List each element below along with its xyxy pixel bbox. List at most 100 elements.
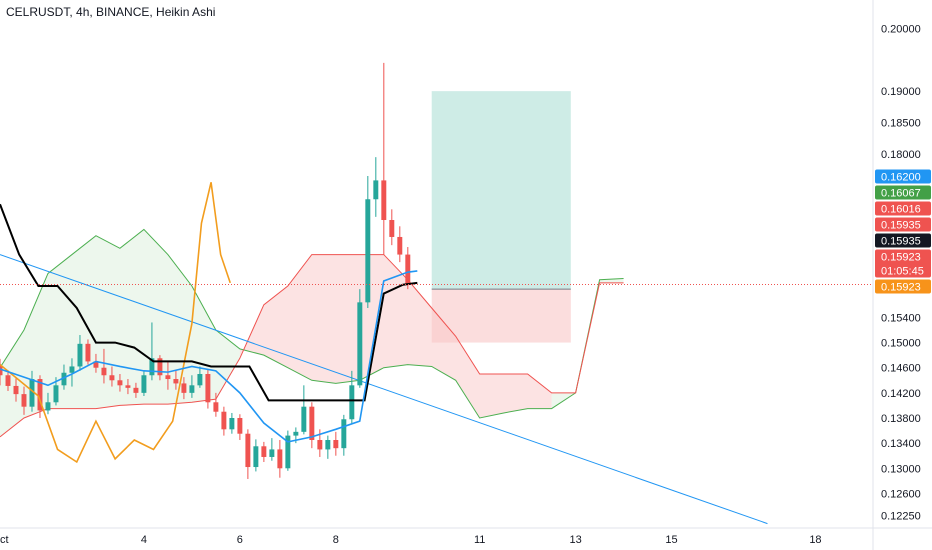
- candle-body: [285, 435, 291, 469]
- candle-body: [389, 220, 395, 237]
- candle-body: [381, 180, 387, 220]
- trendline: [0, 254, 768, 525]
- y-tick-label: 0.12250: [881, 510, 921, 522]
- price-badge: 0.16016: [875, 201, 931, 216]
- cloud-fill-1: [239, 254, 552, 418]
- y-tick-label: 0.19000: [881, 86, 921, 98]
- candle-body: [221, 411, 227, 430]
- candle-body: [277, 449, 283, 469]
- candle-body: [77, 343, 83, 367]
- y-tick-label: 0.15000: [881, 338, 921, 350]
- price-badge-value: 0.16016: [881, 204, 921, 216]
- candle-body: [213, 402, 219, 412]
- x-tick-label: 4: [141, 534, 147, 546]
- candle-body: [341, 419, 347, 449]
- candle-body: [5, 375, 11, 386]
- candle-body: [309, 406, 315, 440]
- candle-body: [173, 379, 179, 384]
- candle-body: [261, 446, 267, 457]
- candle-body: [141, 375, 147, 393]
- lagging-span-line: [0, 182, 231, 464]
- candle-body: [325, 440, 331, 450]
- base-line: [0, 203, 418, 402]
- candle-body: [197, 374, 203, 386]
- candle-body: [373, 180, 379, 200]
- y-tick-label: 0.18500: [881, 118, 921, 130]
- position-target-zone: [431, 91, 571, 290]
- price-badge-bg: [875, 217, 931, 232]
- candle-body: [301, 406, 307, 432]
- price-badge-value: 0.15923: [881, 252, 921, 264]
- candle-body: [125, 385, 131, 388]
- x-tick-label: 13: [569, 534, 581, 546]
- candle-body: [245, 433, 251, 468]
- candle-body: [37, 379, 43, 411]
- candle-body: [293, 431, 299, 436]
- price-badge: 0.15923 01:05:45: [875, 249, 931, 278]
- price-badge-value: 0.16067: [881, 188, 921, 200]
- candle-body: [205, 374, 211, 403]
- candle-body: [0, 365, 3, 376]
- position-stop-zone: [431, 289, 571, 343]
- cloud-fill-2: [551, 278, 624, 409]
- conversion-line: [0, 270, 418, 443]
- candle-body: [117, 380, 123, 386]
- candle-body: [181, 383, 187, 393]
- candle-body: [189, 385, 195, 393]
- candle-body: [397, 236, 403, 255]
- price-badge-value: 0.15935: [881, 220, 921, 232]
- candle-body: [269, 449, 275, 457]
- candle-body: [237, 418, 243, 434]
- y-tick-label: 0.15400: [881, 312, 921, 324]
- price-badge-bg: [875, 233, 931, 248]
- price-badge: 0.15935: [875, 233, 931, 248]
- candle-body: [317, 440, 323, 450]
- price-badge-bg: [875, 201, 931, 216]
- candle-body: [45, 402, 51, 411]
- candle-body: [29, 379, 35, 407]
- y-tick-label: 0.20000: [881, 23, 921, 35]
- x-tick-label: 18: [809, 534, 821, 546]
- candle-body: [149, 358, 155, 376]
- cloud-span-b-line: [0, 254, 624, 438]
- plot-area: [0, 62, 768, 525]
- candle-body: [85, 343, 91, 362]
- candle-body: [349, 385, 355, 420]
- price-badge: 0.16200: [875, 169, 931, 184]
- price-badge-countdown: 01:05:45: [881, 266, 924, 278]
- y-tick-label: 0.18000: [881, 149, 921, 161]
- candle-body: [69, 366, 75, 373]
- y-tick-label: 0.13000: [881, 463, 921, 475]
- y-tick-label: 0.12600: [881, 488, 921, 500]
- y-tick-label: 0.13800: [881, 413, 921, 425]
- y-tick-label: 0.14600: [881, 363, 921, 375]
- price-badge-bg: [875, 249, 931, 278]
- x-tick-label: Oct: [0, 534, 9, 546]
- candle-body: [333, 440, 339, 449]
- cloud-span-a-line: [0, 228, 624, 419]
- candle-body: [405, 254, 411, 285]
- price-badge-value: 0.16200: [881, 172, 921, 184]
- x-tick-label: 11: [474, 534, 485, 546]
- price-badge-bg: [875, 279, 931, 294]
- candle-body: [21, 394, 27, 407]
- x-tick-label: 15: [665, 534, 677, 546]
- chart-title: CELRUSDT, 4h, BINANCE, Heikin Ashi: [6, 5, 216, 19]
- price-badge-value: 0.15935: [881, 236, 921, 248]
- x-tick-label: 6: [237, 534, 243, 546]
- candle-body: [13, 385, 19, 395]
- candle-body: [357, 302, 363, 386]
- price-badge: 0.15935: [875, 217, 931, 232]
- candle-body: [101, 367, 107, 376]
- candle-body: [109, 375, 115, 381]
- candle-body: [61, 372, 67, 386]
- y-tick-label: 0.13400: [881, 438, 921, 450]
- price-badge: 0.15923: [875, 279, 931, 294]
- y-tick-label: 0.14200: [881, 388, 921, 400]
- candle-body: [53, 385, 59, 403]
- price-badge: 0.16067: [875, 185, 931, 200]
- price-badge-value: 0.15923: [881, 282, 921, 294]
- candle-body: [253, 446, 259, 468]
- candle-body: [165, 375, 171, 380]
